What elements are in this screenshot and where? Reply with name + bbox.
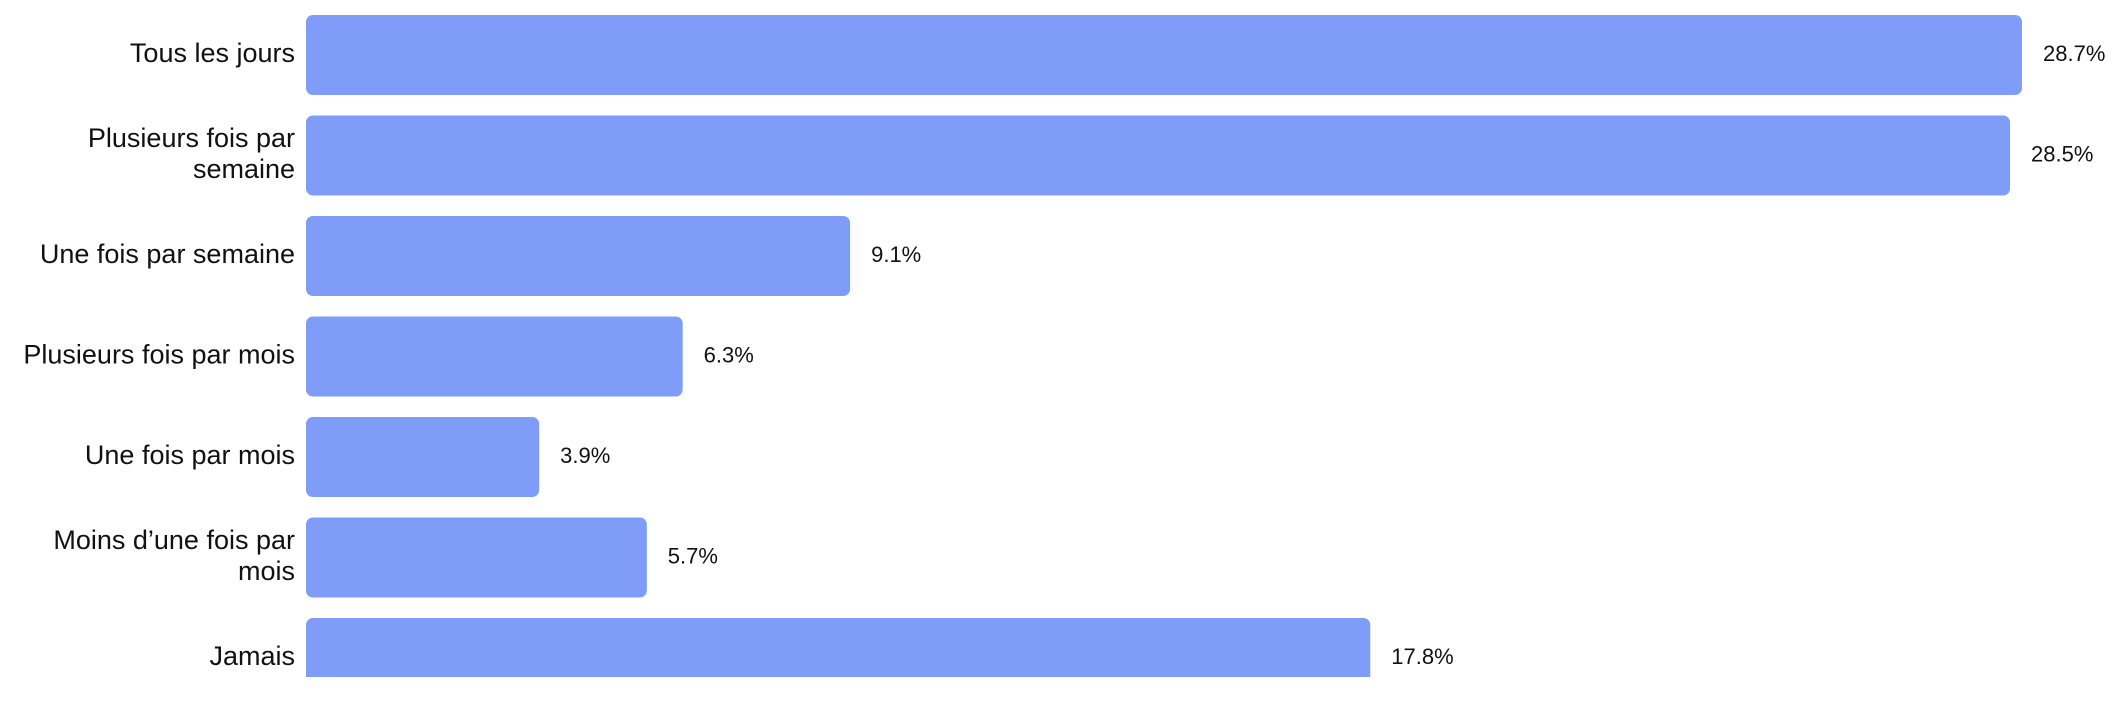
value-label-4: 3.9% xyxy=(560,443,610,468)
value-label-1: 28.5% xyxy=(2031,141,2093,166)
labels-layer: 28.7% Tous les jours 28.5% Plusieurs fois p… xyxy=(23,38,2105,671)
category-label-line: Plusieurs fois par mois xyxy=(23,340,295,370)
category-label-1: Plusieurs fois par semaine xyxy=(88,123,295,184)
bar-1 xyxy=(306,115,2011,196)
category-label-0: Tous les jours xyxy=(130,38,295,68)
category-label-line: Tous les jours xyxy=(130,38,295,68)
bar-3 xyxy=(306,316,683,397)
category-label-2: Une fois par semaine xyxy=(40,239,295,269)
bar-2 xyxy=(306,216,851,296)
value-label-3: 6.3% xyxy=(704,342,754,367)
category-label-5: Moins d’une fois par mois xyxy=(53,525,295,586)
bar-0 xyxy=(306,15,2022,95)
bar-5 xyxy=(306,517,647,598)
bar-4 xyxy=(306,417,540,497)
category-label-line: Une fois par semaine xyxy=(40,239,295,269)
category-label-3: Plusieurs fois par mois xyxy=(23,340,295,370)
bars-layer xyxy=(306,15,2022,677)
category-label-4: Une fois par mois xyxy=(85,440,295,470)
bar-6 xyxy=(306,618,1371,677)
value-label-6: 17.8% xyxy=(1391,644,1453,669)
category-label-line: mois xyxy=(238,556,295,586)
category-label-6: Jamais xyxy=(209,641,295,671)
category-label-line: Une fois par mois xyxy=(85,440,295,470)
value-label-0: 28.7% xyxy=(2043,41,2105,66)
value-label-5: 5.7% xyxy=(668,543,718,568)
category-label-line: Jamais xyxy=(209,641,295,671)
value-label-2: 9.1% xyxy=(871,242,921,267)
category-label-line: Plusieurs fois par xyxy=(88,123,295,153)
category-label-line: semaine xyxy=(193,154,295,184)
category-label-line: Moins d’une fois par xyxy=(53,525,295,555)
